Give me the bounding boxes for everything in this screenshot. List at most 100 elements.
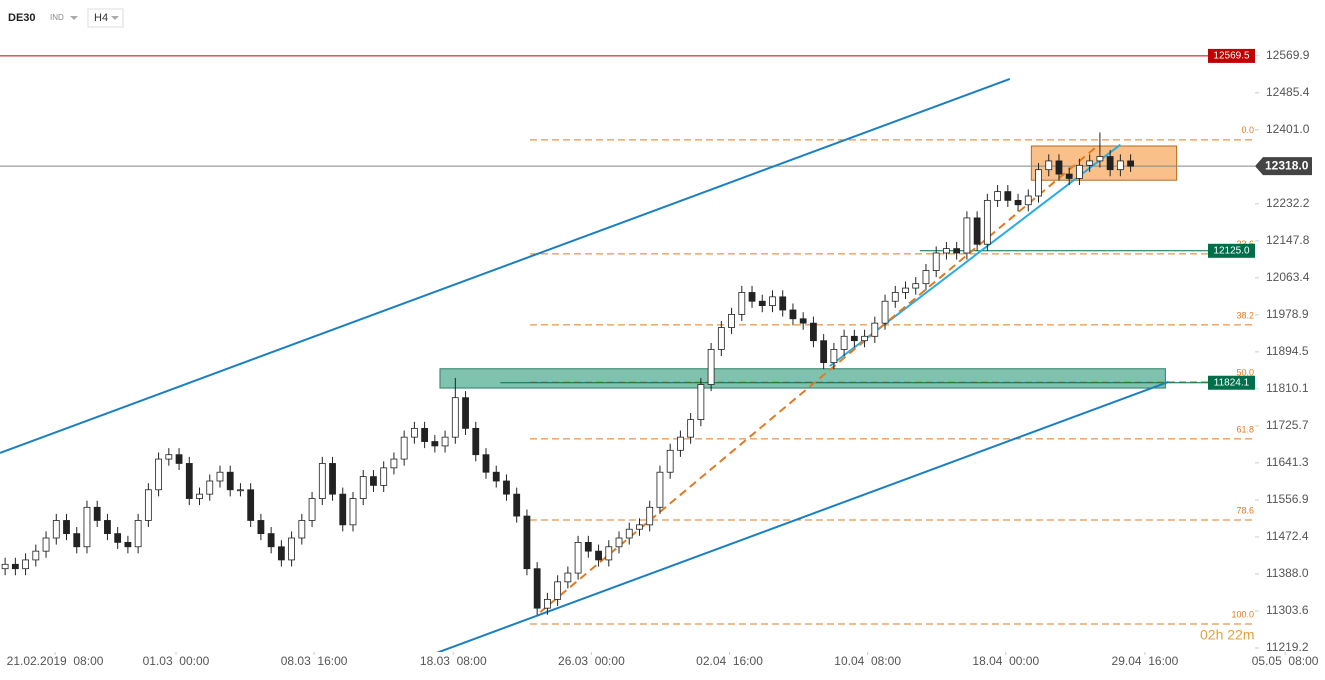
candle-body [93,506,101,521]
x-tick-label: 10.04 08:00 [834,654,901,668]
candle-body [380,467,388,486]
candle-body [840,335,848,350]
candle-body [370,476,377,486]
x-tick-label: 29.04 16:00 [1112,654,1179,668]
level-label: 12125.0 [1213,245,1250,256]
y-tick-label: 11556.9 [1266,492,1309,506]
candle-body [769,296,776,307]
candle-body [410,427,418,438]
candle-body [697,384,705,421]
candle-body [615,537,623,548]
candle-body [554,581,562,600]
candle-body [32,550,40,561]
x-tick-label: 18.04 00:00 [972,654,1039,668]
trend-line [829,143,1121,367]
y-tick-label: 11641.3 [1266,455,1309,469]
market-caret[interactable] [70,16,78,20]
candle-body [1055,160,1063,175]
candle-body [298,520,306,539]
candle-body [1127,160,1134,167]
fib-label: 61.8 [1236,424,1254,434]
candle-body [758,300,766,307]
candle-body [891,292,899,302]
candle-body [288,537,296,561]
candle-body [789,309,797,320]
candle-body [871,322,879,337]
candle-body [595,550,602,561]
y-tick-label: 11978.9 [1266,307,1309,321]
candle-body [104,520,111,535]
x-tick-label: 26.03 00:00 [558,654,625,668]
candle-body [943,248,950,254]
candle-body [83,506,91,548]
fib-label: 0.0 [1241,125,1254,135]
level-label-box [1208,48,1255,63]
candle-body [1045,160,1053,171]
candle-body [533,568,541,609]
current-price-label: 12318.0 [1265,158,1309,172]
candle-body [185,463,193,499]
candle-body [738,292,746,315]
plot [0,55,1255,652]
candle-body [687,419,695,438]
zone [439,368,1166,389]
level-label: 12569.5 [1213,51,1250,62]
trend-line [436,380,1169,652]
candle-body [953,248,961,254]
level-label-box [1208,243,1255,258]
candle-body [11,563,19,570]
candle-body [42,537,50,552]
interval-caret [111,16,119,20]
candle-body [472,427,480,456]
candle-body [830,349,838,364]
candle-body [646,506,654,526]
candle-body [196,493,203,499]
candle-body [237,489,244,492]
candle-body [779,296,787,311]
candle-body [144,489,152,521]
candle-body [52,520,60,539]
fib-label: 100.0 [1231,609,1254,619]
current-price-tag [1255,157,1312,176]
x-tick-label: 05.05 08:00 [1252,654,1319,668]
y-tick-label: 12232.2 [1266,196,1310,210]
candle-body [1014,199,1022,206]
candle-body [257,520,265,535]
candle-body [748,292,756,302]
candle-body [308,498,316,521]
candle-body [1,563,9,570]
candle-body [912,283,920,289]
candle-body [206,480,214,495]
candle-body [482,454,490,473]
candle-body [932,252,940,271]
candle-body [1106,156,1114,171]
candle-body [329,463,336,495]
candle-body [922,270,930,285]
trend-line [539,147,1096,613]
candle-body [810,322,817,342]
y-tick-label: 12147.8 [1266,233,1310,247]
candle-body [503,480,510,495]
candle-body [462,397,469,429]
y-tick-label: 11219.2 [1266,640,1309,654]
y-tick-label: 12401.0 [1266,122,1310,136]
y-tick-label: 11725.7 [1266,418,1309,432]
fib-label: 50.0 [1236,367,1254,377]
interval-select[interactable] [87,8,124,28]
candle-body [963,217,971,254]
x-tick-label: 18.03 08:00 [420,654,487,668]
y-tick-label: 11388.0 [1266,566,1309,580]
candle-body [431,441,439,447]
candle-body [124,541,132,548]
candle-body [983,199,991,245]
candle-body [707,349,715,385]
symbol: DE30 [8,12,36,24]
candle-body [1096,156,1104,162]
candle-body [349,498,357,526]
market: IND [50,13,64,22]
candle-body [339,493,347,526]
candle-body [1035,169,1042,197]
y-tick-label: 11894.5 [1266,344,1309,358]
level-label-box [1208,375,1255,390]
candle-body [677,436,684,451]
